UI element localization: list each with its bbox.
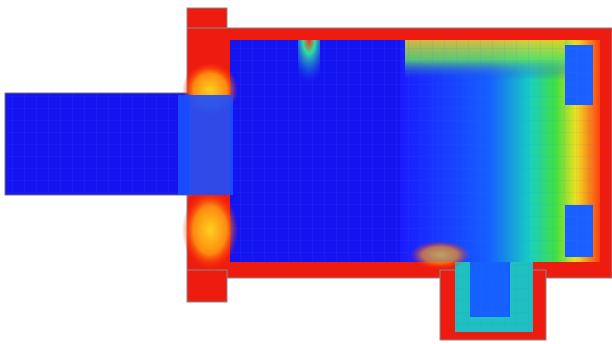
inlet-mesh <box>5 93 190 195</box>
lower-step-glow <box>182 190 238 270</box>
page: {} <box>0 0 612 344</box>
casing-foot <box>187 270 227 302</box>
top-jet <box>298 40 320 90</box>
chamber-mesh <box>230 40 600 262</box>
outlet-corner-glow <box>410 241 470 269</box>
flow-field-image <box>0 0 612 344</box>
outlet-mesh <box>455 262 533 332</box>
step-throat <box>178 95 233 195</box>
